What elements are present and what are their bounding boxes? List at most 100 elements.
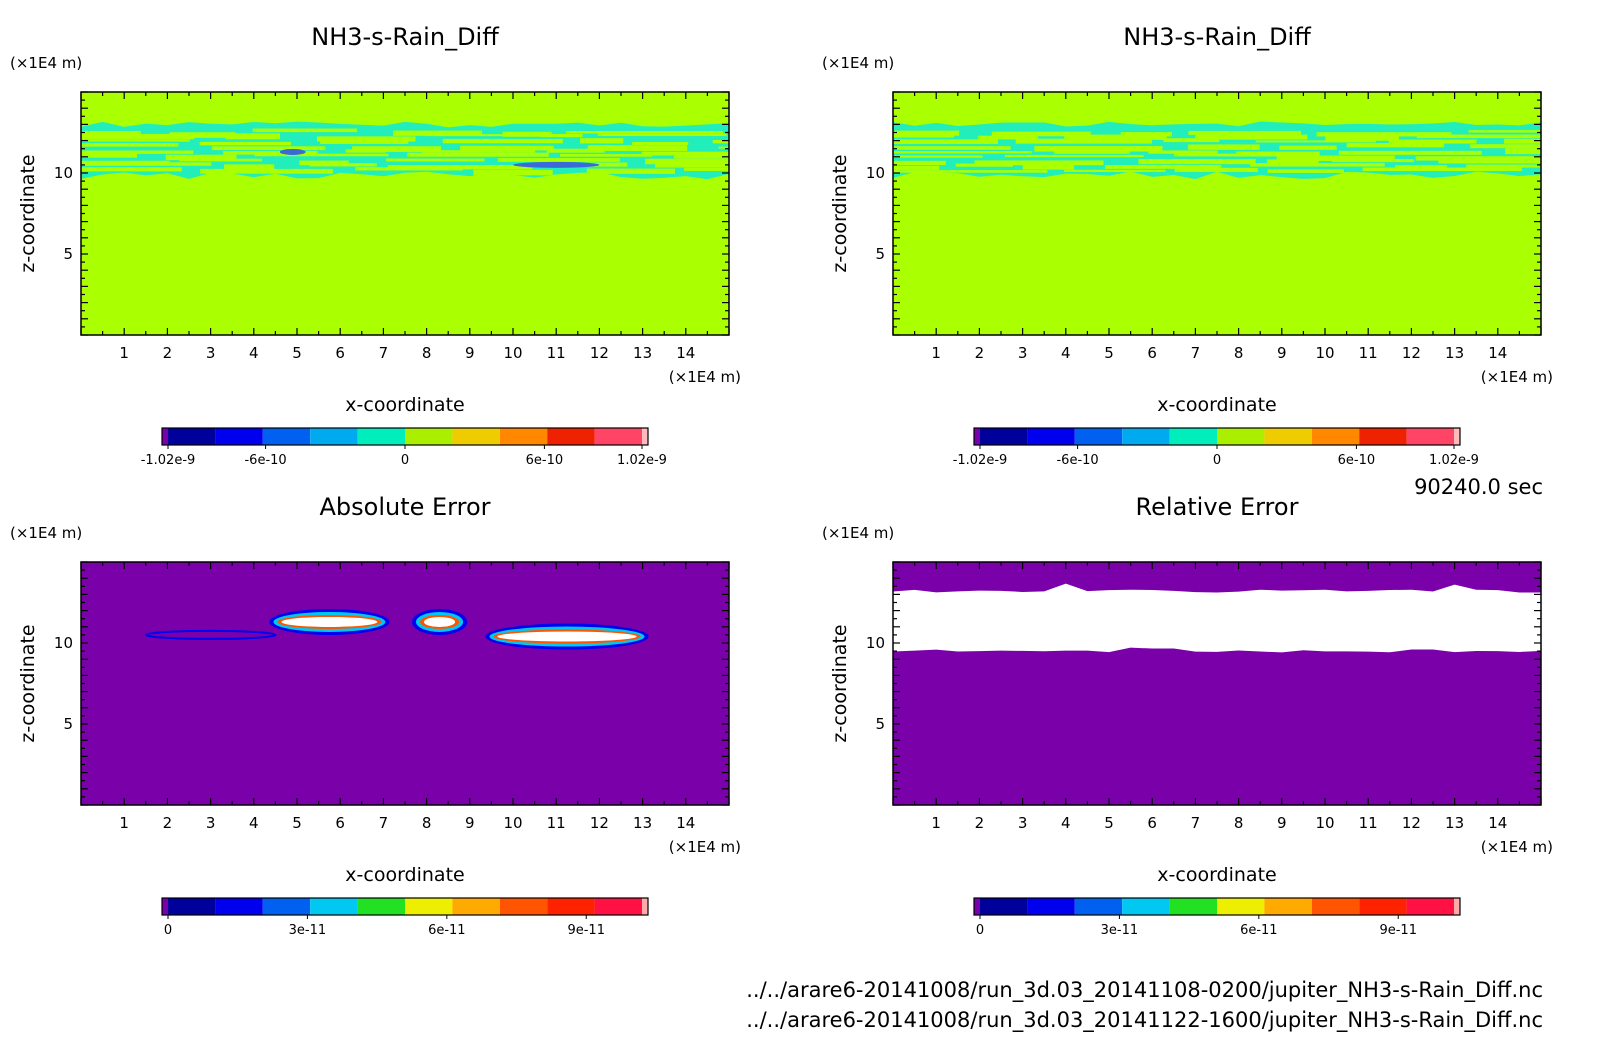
streak [211,146,326,151]
x-tick-label: 11 [547,814,566,832]
colorbar-swatch [1454,428,1460,445]
x-tick-label: 2 [975,814,985,832]
colorbar-tick-label: 6e-11 [1240,923,1278,938]
panel-title: Relative Error [1136,493,1299,521]
colorbar-tick-label: 0 [401,453,409,468]
x-tick-label: 12 [1402,814,1421,832]
x-tick-label: 12 [1402,344,1421,362]
file-path-1: ../../arare6-20141008/run_3d.03_20141108… [746,978,1543,1003]
streak [1188,144,1260,150]
colorbar-swatch [1406,428,1454,445]
x-tick-label: 1 [931,344,941,362]
colorbar-swatch [1217,428,1265,445]
colorbar-swatch [499,428,548,445]
y-axis-label: z-coordinate [17,154,39,272]
y-tick-label: 10 [866,634,885,652]
streak [1276,155,1395,162]
colorbar-swatch [1217,898,1265,915]
streak [974,160,1104,166]
colorbar-swatch [1406,898,1454,915]
streak [81,130,141,135]
colorbar-tick-label: 1.02e-9 [617,453,667,468]
x-tick-label: 12 [590,344,609,362]
x-tick-label: 9 [1277,814,1287,832]
y-tick-label: 5 [63,245,73,263]
x-tick-label: 4 [1061,344,1071,362]
x-tick-label: 10 [503,814,522,832]
x-unit-label: (×1E4 m) [1481,838,1553,856]
x-tick-label: 9 [465,814,475,832]
streak [566,131,723,134]
streak [1120,132,1173,137]
colorbar-swatch [162,898,168,915]
x-tick-label: 6 [1147,814,1157,832]
x-tick-label: 11 [1359,344,1378,362]
streak [165,154,237,161]
streak [712,140,729,144]
x-tick-label: 9 [465,344,475,362]
x-axis-label: x-coordinate [1157,864,1276,886]
streak [893,133,955,138]
streak [893,130,960,136]
colorbar-tick-label: 9e-11 [1379,923,1417,938]
streak [1054,150,1130,154]
time-label: 90240.0 sec [1414,475,1543,499]
streak [502,131,552,137]
y-unit-label: (×1E4 m) [10,54,82,72]
streak [1195,134,1308,140]
streak [225,133,280,140]
colorbar-swatch [980,898,1028,915]
streak [81,162,212,166]
x-tick-label: 5 [1104,344,1114,362]
x-tick-label: 7 [379,814,389,832]
colorbar-swatch [1264,428,1312,445]
colorbar-swatch [162,428,168,445]
panel-4: Relative Error(×1E4 m)1 2 3 4 5 6 7 8 9 10 11 12 13 1… [822,493,1553,938]
colorbar-tick-label: 1.02e-9 [1429,453,1479,468]
colorbar-tick-label: 0 [1213,453,1221,468]
streak [1388,139,1477,144]
streak [1325,135,1399,141]
panel-title: Absolute Error [319,493,490,521]
colorbar-swatch [310,428,358,445]
streak [1105,165,1222,169]
streak [1064,169,1166,173]
colorbar-swatch [168,428,216,445]
colorbar-swatch [547,428,595,445]
colorbar-swatch [215,898,263,915]
streak [1316,132,1452,137]
streak [893,151,1033,154]
colorbar-swatch [357,428,405,445]
streak [407,152,549,157]
streak [422,150,536,153]
colorbar-swatch [1169,898,1217,915]
colorbar-frame [973,897,1461,916]
colorbar: -1.02e-9 -6e-10 0 6e-10 1.02e-9 [953,427,1479,468]
streak [645,158,729,165]
streak [893,170,1048,173]
colorbar-tick-label: -6e-10 [1056,453,1098,468]
x-tick-label: 4 [249,814,259,832]
streak [252,128,358,133]
streak [1466,164,1541,168]
streak [1015,138,1152,144]
streak [718,146,729,149]
x-tick-label: 3 [206,344,216,362]
blob-core [423,616,456,627]
colorbar-swatch [310,898,358,915]
x-tick-label: 1 [931,814,941,832]
streak [345,149,386,153]
streak [81,167,182,172]
x-tick-label: 6 [335,344,345,362]
streak [352,146,442,152]
panel-1: NH3-s-Rain_Diff(×1E4 m)1 2 3 4 5 6 7 8 9 10 11 12 13… [10,23,741,468]
x-tick-label: 4 [249,344,259,362]
y-axis-label: z-coordinate [829,154,851,272]
colorbar-swatch [1169,428,1217,445]
colorbar-tick-label: 9e-11 [567,923,605,938]
colorbar-swatch [452,898,500,915]
streak [1438,160,1541,164]
colorbar-swatch [1074,428,1123,445]
x-tick-label: 9 [1277,344,1287,362]
streak [893,155,983,158]
